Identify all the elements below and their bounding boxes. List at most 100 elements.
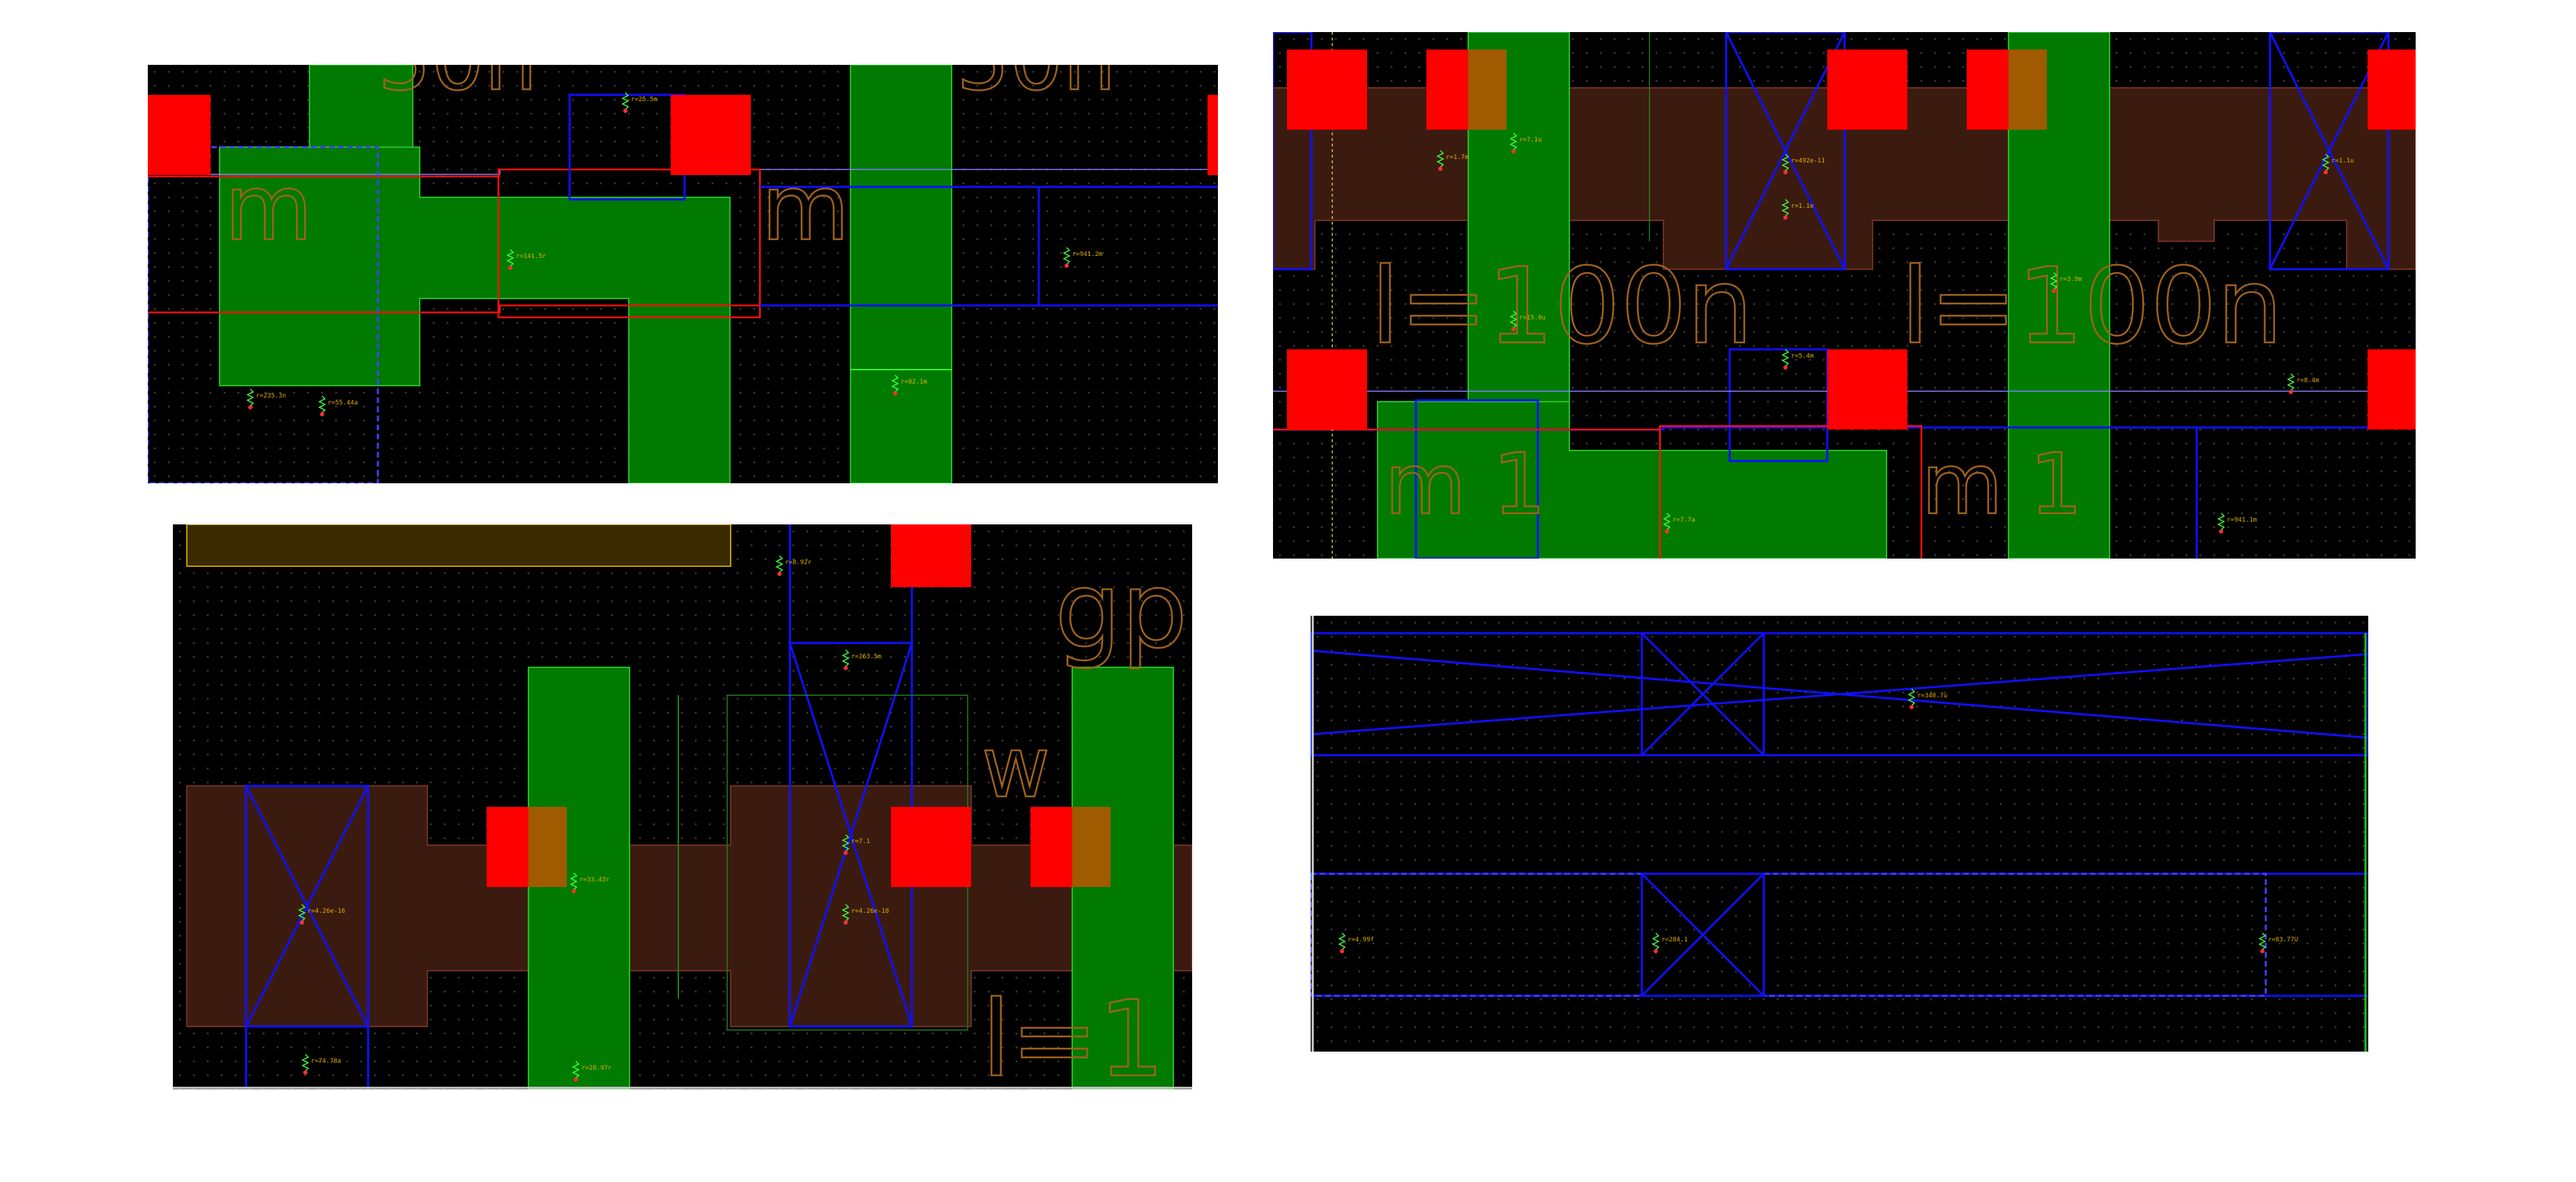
poly-shape — [1377, 401, 1887, 559]
resistor-marker[interactable]: r=941.1m — [2217, 513, 2257, 533]
resistor-marker[interactable]: r=28.97r — [572, 1061, 612, 1082]
metal-cross — [788, 642, 913, 1027]
resistor-label: r=340.7u — [1917, 692, 1947, 699]
resistor-marker[interactable]: r=7.7a — [1663, 513, 1695, 533]
resistor-label: r=7.7a — [1672, 517, 1695, 524]
label-text: w — [982, 720, 1050, 817]
resistor-label: r=7.1u — [1519, 137, 1542, 144]
resistor-label: r=1.1u — [2331, 158, 2354, 165]
via-contact — [1827, 50, 1907, 130]
metal-box — [1640, 872, 1765, 997]
via-overlap — [1468, 50, 1507, 130]
metal-cross — [1640, 632, 1765, 757]
resistor-label: r=941.2m — [1072, 251, 1102, 258]
label-text: gp — [1055, 550, 1187, 672]
resistor-label: r=15.0u — [1519, 315, 1546, 321]
metal-box — [1725, 32, 1846, 271]
resistor-marker[interactable]: r=4.26e-18 — [841, 904, 889, 925]
layout-panel-top-right[interactable]: l=100n l=100n m 1 m 1 r=7.1u r=492e-11 r… — [1273, 32, 2416, 559]
via-overlap — [2009, 50, 2047, 130]
resistor-marker[interactable]: r=4.99f — [1338, 932, 1374, 953]
via-contact — [671, 95, 751, 175]
metal-box — [1273, 32, 1313, 271]
resistor-marker[interactable]: r=1.1e — [1781, 199, 1814, 220]
resistor-marker[interactable]: r=141.5r — [506, 249, 547, 270]
resistor-label: r=4.99f — [1348, 937, 1374, 944]
resistor-label: r=1.7m — [1446, 154, 1469, 161]
resistor-marker[interactable]: r=82.1m — [891, 374, 927, 395]
via-overlap — [528, 807, 567, 887]
poly-shape — [850, 65, 952, 483]
metal-cross — [1725, 32, 1846, 270]
poly-shape — [309, 65, 413, 149]
via-contact — [1207, 95, 1218, 175]
via-contact — [1287, 50, 1367, 130]
label-text: m — [761, 155, 850, 261]
resistor-label: r=33.43r — [579, 877, 610, 884]
resistor-marker[interactable]: r=8.4m — [2287, 373, 2319, 394]
resistor-marker[interactable]: r=284.1 — [1652, 932, 1688, 953]
metal-wire — [148, 169, 1218, 175]
via-overlap — [1072, 807, 1111, 887]
resistor-label: r=55.44a — [328, 400, 358, 407]
resistor-marker[interactable]: r=263.5m — [841, 649, 881, 670]
metal-cross — [1640, 872, 1765, 997]
resistor-label: r=7.1 — [851, 838, 870, 845]
label-text: m 1 — [1385, 437, 1546, 533]
via-contact — [891, 807, 971, 887]
via-contact — [148, 95, 211, 175]
resistor-marker[interactable]: r=15.0u — [1509, 310, 1546, 331]
layout-panel-bottom-left[interactable]: gp w l=1 r=8.92r r=263.5m r=7.1 r=4.26e-… — [173, 524, 1192, 1089]
resistor-marker[interactable]: r=8.92r — [775, 555, 812, 576]
resistor-marker[interactable]: r=83.77U — [2258, 932, 2298, 953]
via-contact — [1287, 349, 1367, 430]
resistor-marker[interactable]: r=74.78a — [301, 1054, 341, 1075]
resistor-label: r=83.77U — [2268, 937, 2298, 944]
resistor-label: r=492e-11 — [1791, 158, 1825, 165]
resistor-marker[interactable]: r=55.44a — [318, 395, 358, 416]
poly-shape — [219, 146, 731, 483]
resistor-label: r=8.4m — [2296, 377, 2319, 384]
resistor-label: r=141.5r — [516, 253, 547, 260]
label-text: m — [224, 155, 313, 261]
resistor-marker[interactable]: r=4.26e-16 — [298, 904, 345, 925]
resistor-label: r=235.3n — [256, 393, 286, 400]
metal-box — [1640, 632, 1765, 757]
resistor-marker[interactable]: r=7.1 — [841, 834, 870, 855]
layout-canvas: r=340.7u r=4.99f r=284.1 r=83.77U — [1311, 616, 2368, 1052]
resistor-marker[interactable]: r=1.7m — [1436, 150, 1469, 171]
label-text: l=100n — [1371, 246, 1753, 368]
resistor-marker[interactable]: r=1.1u — [2322, 153, 2354, 174]
metal-cross — [245, 785, 369, 1027]
via-contact — [1827, 349, 1907, 430]
metal-box — [1311, 632, 2368, 757]
resistor-label: r=4.26e-16 — [307, 908, 345, 915]
resistor-marker[interactable]: r=7.1u — [1509, 132, 1542, 153]
resistor-marker[interactable]: r=25.5m — [621, 92, 657, 113]
resistor-marker[interactable]: r=5.4m — [1781, 349, 1814, 370]
resistor-label: r=25.5m — [631, 96, 657, 103]
resistor-marker[interactable]: r=235.3n — [246, 388, 286, 409]
label-text: l=100n — [1900, 246, 2283, 368]
resistor-label: r=941.1m — [2227, 517, 2257, 524]
metal-cross — [1311, 653, 2368, 736]
metal-box — [245, 785, 369, 1028]
nwell-region — [186, 524, 731, 567]
resistor-marker[interactable]: r=33.43r — [570, 872, 610, 893]
resistor-label: r=1.1e — [1791, 203, 1814, 210]
layout-canvas: m m 50n 50n r=25.5m r=141.5r r=941.2m r=… — [148, 65, 1218, 483]
resistor-marker[interactable]: r=340.7u — [1907, 688, 1947, 709]
via-contact — [2368, 349, 2416, 430]
resistor-label: r=5.4m — [1791, 353, 1814, 360]
layout-panel-bottom-right[interactable]: r=340.7u r=4.99f r=284.1 r=83.77U — [1311, 616, 2368, 1052]
resistor-marker[interactable]: r=3.9m — [2050, 272, 2082, 293]
label-text: 50n — [957, 65, 1116, 109]
layout-panel-top-left[interactable]: m m 50n 50n r=25.5m r=141.5r r=941.2m r=… — [148, 65, 1218, 483]
resistor-label: r=4.26e-18 — [851, 908, 889, 915]
label-text: l=1 — [982, 979, 1165, 1089]
resistor-marker[interactable]: r=941.2m — [1062, 247, 1102, 268]
resistor-label: r=74.78a — [311, 1058, 341, 1065]
dashed-region — [1311, 872, 2267, 997]
resistor-marker[interactable]: r=492e-11 — [1781, 153, 1825, 174]
resistor-label: r=284.1 — [1661, 937, 1688, 944]
